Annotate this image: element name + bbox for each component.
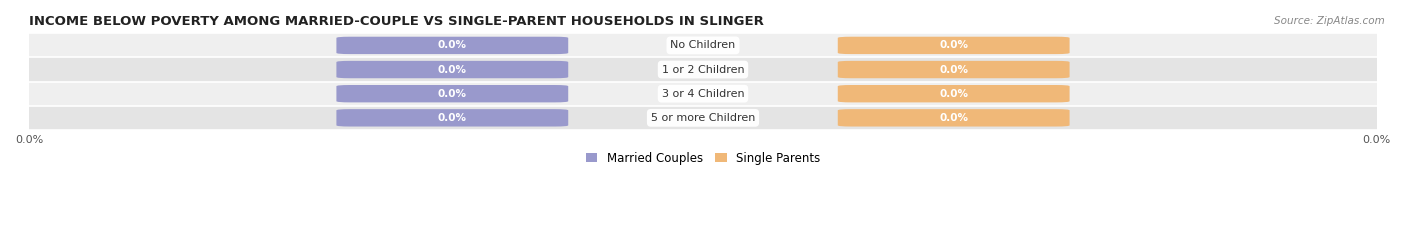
Bar: [30, 82, 1376, 106]
Text: 5 or more Children: 5 or more Children: [651, 113, 755, 123]
Text: 0.0%: 0.0%: [939, 89, 969, 99]
Legend: Married Couples, Single Parents: Married Couples, Single Parents: [586, 152, 820, 164]
Text: 1 or 2 Children: 1 or 2 Children: [662, 65, 744, 75]
Bar: [30, 58, 1376, 82]
FancyBboxPatch shape: [838, 61, 1070, 78]
Text: INCOME BELOW POVERTY AMONG MARRIED-COUPLE VS SINGLE-PARENT HOUSEHOLDS IN SLINGER: INCOME BELOW POVERTY AMONG MARRIED-COUPL…: [30, 15, 763, 28]
Bar: [30, 106, 1376, 130]
Text: 0.0%: 0.0%: [437, 65, 467, 75]
Text: No Children: No Children: [671, 40, 735, 50]
Text: 3 or 4 Children: 3 or 4 Children: [662, 89, 744, 99]
Text: 0.0%: 0.0%: [437, 113, 467, 123]
Text: 0.0%: 0.0%: [939, 65, 969, 75]
Text: 0.0%: 0.0%: [437, 89, 467, 99]
FancyBboxPatch shape: [336, 61, 568, 78]
FancyBboxPatch shape: [336, 37, 568, 54]
FancyBboxPatch shape: [336, 109, 568, 127]
FancyBboxPatch shape: [838, 37, 1070, 54]
FancyBboxPatch shape: [838, 109, 1070, 127]
Bar: [30, 33, 1376, 58]
Text: Source: ZipAtlas.com: Source: ZipAtlas.com: [1274, 16, 1385, 26]
Text: 0.0%: 0.0%: [939, 40, 969, 50]
FancyBboxPatch shape: [838, 85, 1070, 102]
FancyBboxPatch shape: [336, 85, 568, 102]
Text: 0.0%: 0.0%: [939, 113, 969, 123]
Text: 0.0%: 0.0%: [437, 40, 467, 50]
